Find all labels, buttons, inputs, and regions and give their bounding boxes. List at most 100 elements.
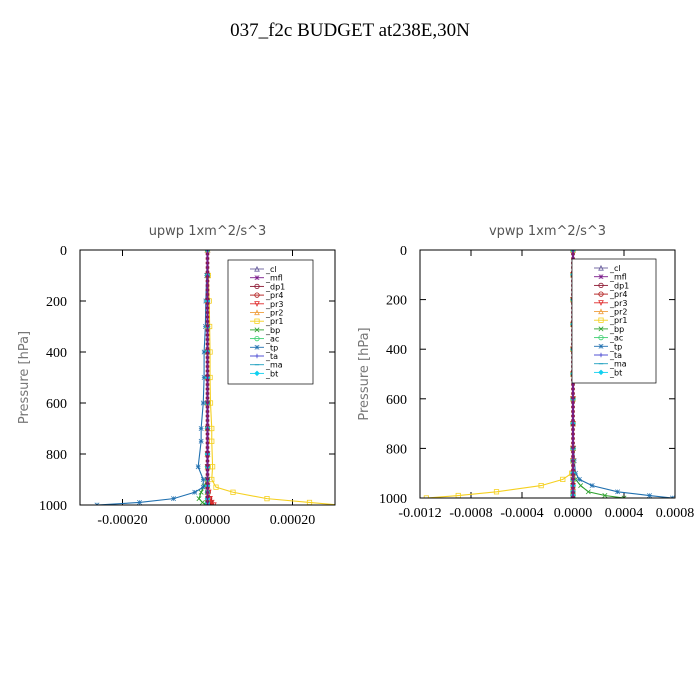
y-axis-label: Pressure [hPa] [357, 327, 372, 420]
legend-label: _ac [609, 334, 623, 343]
y-tick-label: 0 [400, 244, 407, 259]
data-point-pr1 [560, 476, 566, 483]
data-point-tp [192, 489, 198, 495]
legend: _cl_mfl_dp1_pr4_pr3_pr2_pr1_bp_ac_tp_ta_… [571, 258, 657, 384]
legend-marker-bp [598, 326, 604, 332]
plot-frame [419, 249, 676, 499]
series-line-tp [96, 250, 209, 505]
legend-label: _bp [265, 326, 280, 335]
legend-label: _tp [265, 343, 278, 352]
page-title: 037_f2c BUDGET at238E,30N [230, 20, 470, 41]
data-point-pr1 [264, 496, 270, 502]
legend-label: _bt [609, 368, 622, 377]
y-tick-label: 0 [60, 244, 67, 259]
legend-marker-pr4 [254, 292, 260, 298]
legend-marker-pr1 [598, 317, 604, 323]
x-tick-label: 0.00020 [270, 513, 316, 528]
data-point-tp [171, 496, 176, 502]
y-tick-label: 200 [386, 294, 407, 309]
data-point-pr1 [230, 489, 236, 495]
data-point-pr1 [209, 464, 216, 470]
data-point-bp [621, 495, 627, 498]
data-point-tp [589, 483, 595, 489]
legend-marker-dp1 [254, 283, 260, 289]
data-point-tp [200, 400, 206, 406]
data-point-tp [647, 493, 652, 498]
data-point-tp [137, 500, 142, 505]
legend-label: _pr4 [609, 290, 627, 299]
legend-marker-tp [598, 343, 604, 349]
plot-frame [79, 249, 336, 506]
data-point-bp [198, 489, 204, 495]
x-tick-label: -0.0004 [500, 506, 543, 521]
legend-label: _pr1 [265, 317, 283, 326]
legend-label: _pr1 [609, 316, 627, 325]
data-point-bp [585, 489, 591, 495]
data-point-tp [201, 375, 207, 380]
data-point-tp [200, 477, 206, 482]
legend: _cl_mfl_dp1_pr4_pr3_pr2_pr1_bp_ac_tp_ta_… [227, 259, 314, 385]
legend-label: _cl [609, 264, 621, 273]
data-point-tp [576, 476, 582, 482]
data-point-tp [198, 438, 204, 444]
legend-marker-ta [598, 352, 604, 358]
data-point-tp [200, 484, 206, 490]
legend-label: _cl [265, 265, 277, 274]
y-tick-label: 400 [46, 346, 67, 361]
legend-marker-mfl [598, 274, 604, 280]
legend-label: _mfl [609, 273, 627, 282]
x-tick-label: -0.00020 [97, 513, 147, 528]
y-tick-label: 600 [46, 397, 67, 412]
legend-label: _pr4 [265, 291, 283, 300]
chart-subtitle: upwp 1xm^2/s^3 [149, 224, 267, 239]
x-tick-label: -0.0008 [449, 506, 492, 521]
legend-marker-pr4 [598, 291, 604, 297]
chart-panel-1: upwp 1xm^2/s^3 Pressure [hPa] 0 200 400 600 80… [17, 224, 336, 528]
legend-label: _pr3 [609, 299, 627, 308]
y-axis-label: Pressure [hPa] [17, 331, 32, 424]
legend-marker-pr2 [598, 308, 604, 315]
legend-marker-pr3 [254, 301, 260, 307]
legend-label: _ta [609, 351, 622, 360]
legend-marker-tp [254, 344, 260, 350]
data-point-tp [615, 489, 621, 495]
legend-marker-bt [598, 369, 604, 376]
x-tick-label: -0.0012 [398, 506, 441, 521]
y-tick-label: 400 [386, 343, 407, 358]
y-tick-label: 800 [386, 442, 407, 457]
data-point-pr3 [211, 502, 217, 505]
legend-marker-ac [598, 334, 604, 341]
legend-box [571, 258, 657, 384]
y-tick-label: 1000 [39, 499, 67, 514]
data-point-pr1 [209, 438, 215, 444]
legend-label: _ac [265, 335, 279, 344]
legend-marker-bt [254, 370, 260, 377]
data-point-tp [195, 464, 201, 470]
legend-label: _bp [609, 325, 624, 334]
x-tick-label: 0.0000 [554, 506, 593, 521]
chart-panel-2: vpwp 1xm^2/s^3 Pressure [hPa] 0 200 400 600 80… [357, 224, 694, 521]
legend-label: _ta [265, 352, 278, 361]
legend-label: _pr3 [265, 300, 283, 309]
data-point-pr1 [493, 489, 500, 495]
legend-marker-mfl [254, 275, 260, 281]
y-tick-label: 200 [46, 295, 67, 310]
legend-box [227, 259, 314, 385]
legend-label: _ma [265, 361, 283, 370]
y-tick-label: 800 [46, 448, 67, 463]
data-point-pr1 [538, 482, 544, 489]
legend-marker-ac [254, 335, 260, 342]
legend-label: _pr2 [265, 309, 283, 318]
legend-label: _ma [609, 360, 627, 369]
x-tick-label: 0.00000 [185, 513, 231, 528]
x-tick-label: 0.0004 [605, 506, 644, 521]
data-point-bp [578, 483, 584, 489]
legend-marker-ta [254, 353, 260, 359]
legend-label: _dp1 [265, 282, 285, 291]
data-point-bp [602, 493, 608, 498]
series-group [94, 250, 335, 505]
legend-marker-cl [254, 265, 260, 272]
legend-label: _tp [609, 342, 622, 351]
legend-marker-cl [598, 264, 604, 271]
